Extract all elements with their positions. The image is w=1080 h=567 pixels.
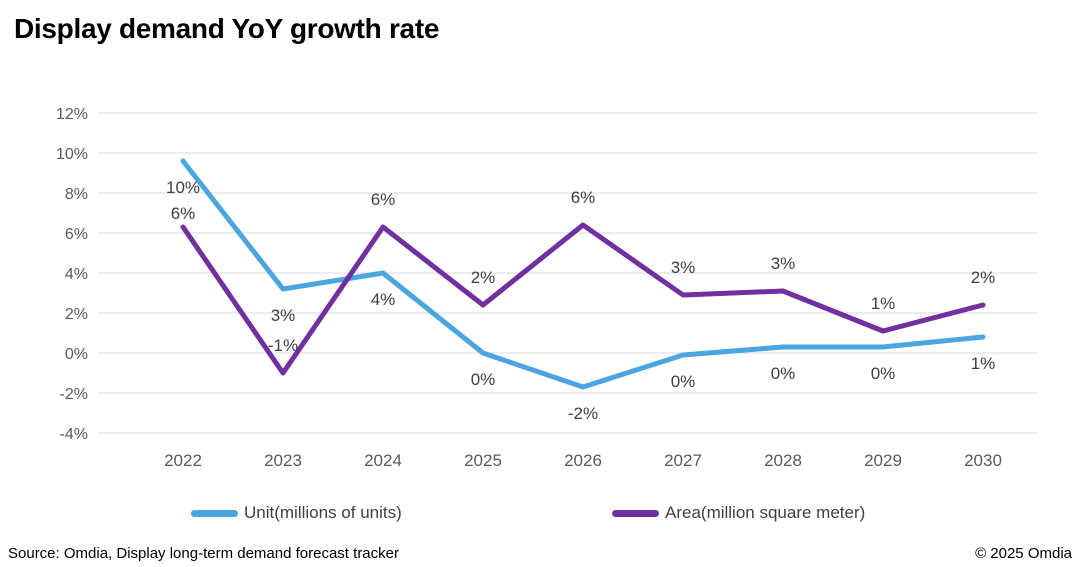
data-label-unit: 4% [371,290,396,309]
x-tick-label: 2026 [564,451,602,470]
legend-label-unit: Unit(millions of units) [244,503,402,522]
data-label-area: 1% [871,294,896,313]
x-tick-label: 2024 [364,451,402,470]
y-tick-label: -4% [60,426,88,443]
data-label-area: 3% [771,254,796,273]
chart-legend: Unit(millions of units) Area(million squ… [0,503,1080,527]
chart-canvas: 12% 10% 8% 6% 4% 2% 0% -2% -4% 2022 2023 2024 2025 20… [56,106,1037,470]
unit-series-swatch-icon [191,509,238,517]
data-label-area: -1% [268,336,298,355]
data-label-area: 2% [471,268,496,287]
data-label-unit: 0% [871,364,896,383]
x-tick-label: 2028 [764,451,802,470]
x-tick-label: 2023 [264,451,302,470]
data-label-area: 6% [371,190,396,209]
series-line-unit [180,158,986,390]
legend-item-unit: Unit(millions of units) [191,503,402,523]
data-label-unit: 0% [671,372,696,391]
y-tick-label: 6% [65,226,88,243]
y-tick-label: -2% [60,386,88,403]
y-tick-label: 4% [65,266,88,283]
data-label-unit: 0% [471,370,496,389]
data-label-unit: 10% [166,178,200,197]
data-label-area: 6% [171,204,196,223]
y-tick-label: 12% [56,106,88,123]
y-tick-label: 2% [65,306,88,323]
series-line-area [180,222,986,376]
chart-title: Display demand YoY growth rate [14,13,440,44]
copyright-note: © 2025 Omdia [975,545,1072,562]
source-note: Source: Omdia, Display long-term demand … [8,545,399,562]
legend-label-area: Area(million square meter) [665,503,866,522]
data-label-unit: 1% [971,354,996,373]
area-series-swatch-icon [612,509,659,517]
x-tick-label: 2030 [964,451,1002,470]
x-tick-label: 2027 [664,451,702,470]
data-label-area: 6% [571,188,596,207]
data-label-area: 2% [971,268,996,287]
x-tick-label: 2022 [164,451,202,470]
x-tick-label: 2025 [464,451,502,470]
y-tick-label: 0% [65,346,88,363]
y-tick-label: 8% [65,186,88,203]
legend-item-area: Area(million square meter) [612,503,865,523]
data-label-unit: -2% [568,404,598,423]
data-label-area: 3% [671,258,696,277]
y-tick-label: 10% [56,146,88,163]
data-label-unit: 0% [771,364,796,383]
data-label-unit: 3% [271,306,296,325]
x-tick-label: 2029 [864,451,902,470]
